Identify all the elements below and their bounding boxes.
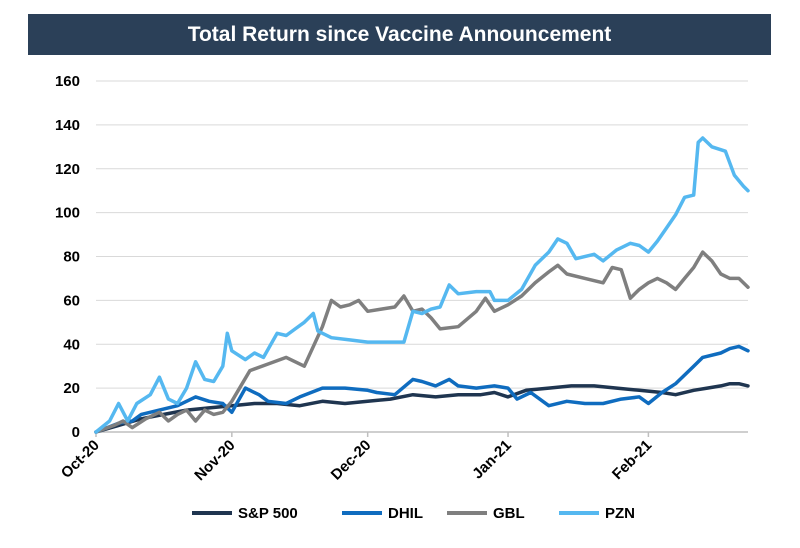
series-line-gbl [94, 250, 750, 434]
y-tick-label: 160 [55, 73, 80, 90]
grid-lines [96, 80, 748, 389]
y-tick-label: 120 [55, 161, 80, 178]
y-tick-labels: 0 20 40 60 80 100 120 140 160 [55, 73, 80, 441]
x-tick-label: Oct-20 [58, 437, 103, 482]
y-tick-label: 140 [55, 117, 80, 134]
legend-label: DHIL [388, 505, 423, 522]
x-tick-labels: Oct-20 Nov-20 Dec-20 Jan-21 Feb-21 [58, 437, 655, 484]
y-tick-label: 80 [63, 249, 80, 266]
y-tick-label: 40 [63, 336, 80, 353]
series-line-s-p-500 [94, 381, 750, 434]
series-line-dhil [94, 344, 750, 434]
x-tick-label: Jan-21 [469, 437, 515, 483]
y-tick-label: 60 [63, 292, 80, 309]
legend-label: S&P 500 [238, 505, 298, 522]
x-axis [95, 431, 748, 437]
x-tick-label: Dec-20 [328, 437, 375, 484]
x-tick-label: Feb-21 [609, 437, 655, 483]
x-tick-label: Nov-20 [191, 437, 238, 484]
y-tick-label: 0 [72, 424, 80, 441]
legend: S&P 500 DHIL GBL PZN [192, 505, 635, 522]
y-tick-label: 20 [63, 380, 80, 397]
chart-title: Total Return since Vaccine Announcement [28, 14, 771, 55]
series-lines [94, 136, 750, 434]
y-tick-label: 100 [55, 205, 80, 222]
series-line-pzn [94, 136, 750, 434]
legend-label: PZN [605, 505, 635, 522]
legend-label: GBL [493, 505, 525, 522]
